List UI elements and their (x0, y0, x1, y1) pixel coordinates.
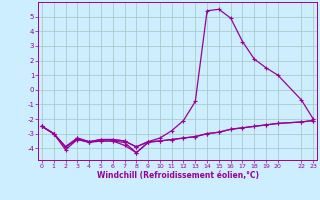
X-axis label: Windchill (Refroidissement éolien,°C): Windchill (Refroidissement éolien,°C) (97, 171, 259, 180)
